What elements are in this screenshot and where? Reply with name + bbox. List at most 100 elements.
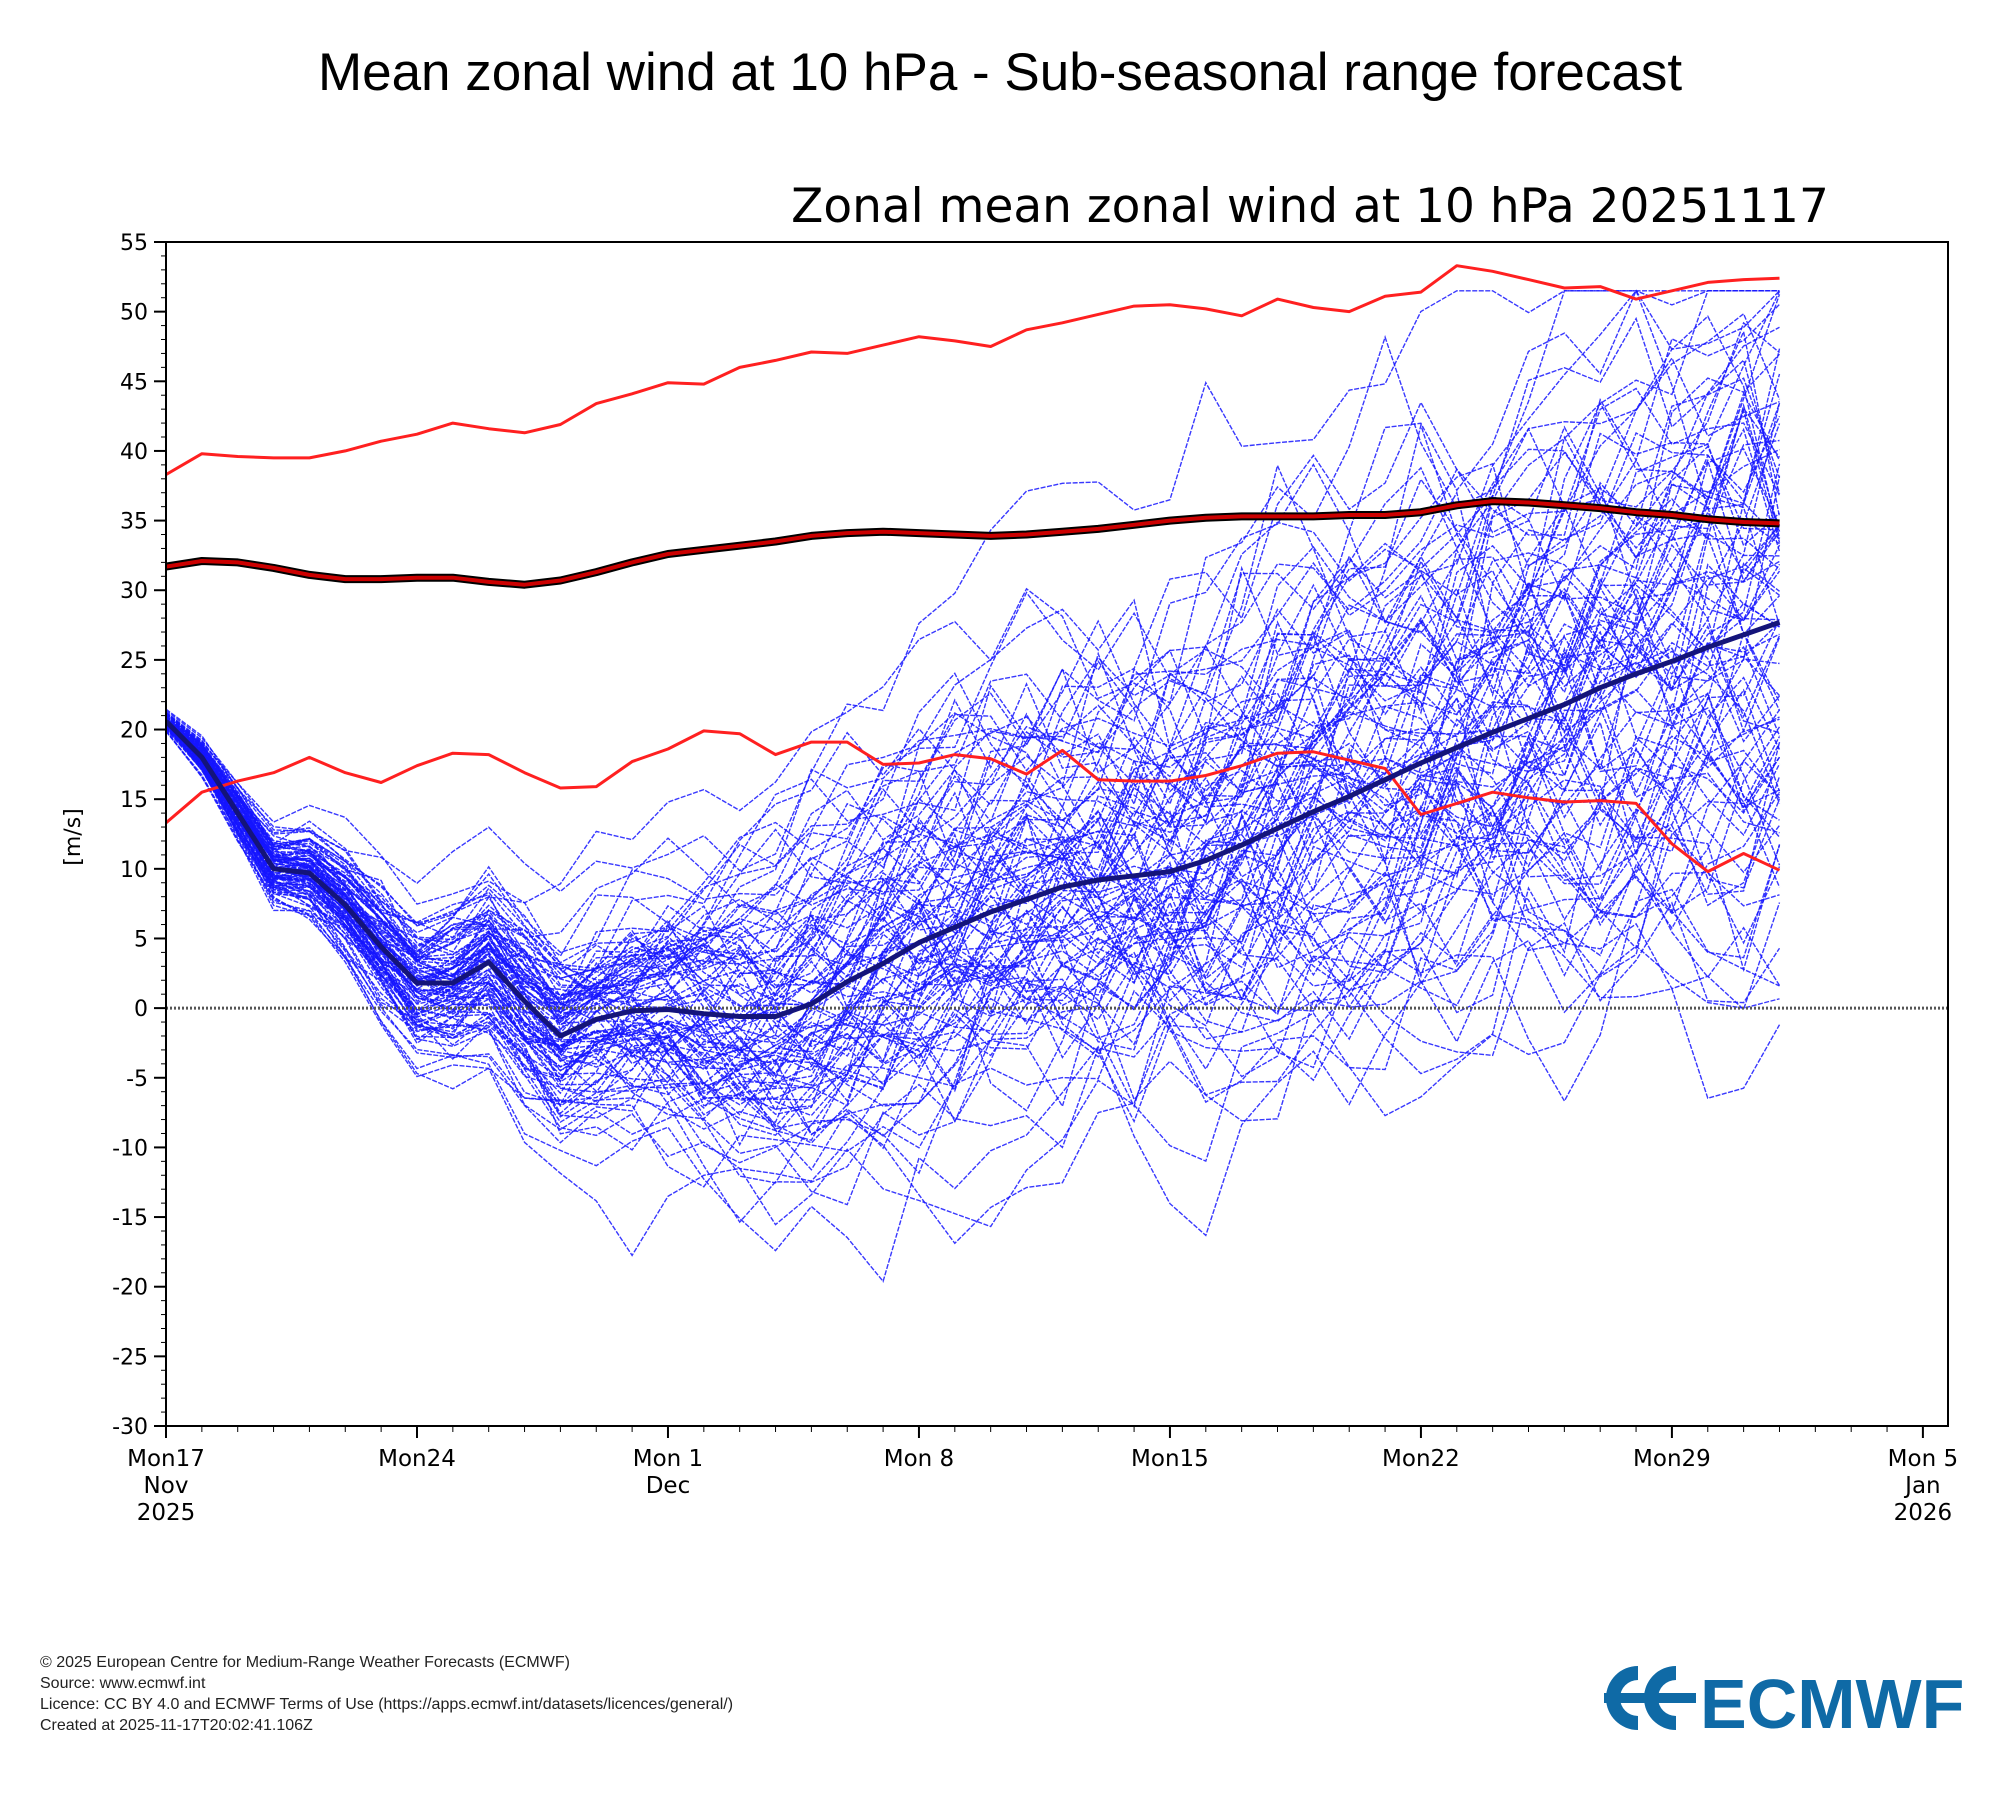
ensemble-member-line bbox=[166, 727, 1781, 1188]
ecmwf-logo-icon bbox=[1604, 1666, 1696, 1730]
x-tick-label: Jan bbox=[1903, 1473, 1940, 1499]
x-tick-label: Mon22 bbox=[1382, 1446, 1460, 1472]
y-tick-label: 15 bbox=[120, 788, 148, 813]
ensemble-member-line bbox=[166, 617, 1780, 1032]
y-tick-label: -15 bbox=[112, 1206, 148, 1231]
ensemble-member-line bbox=[166, 718, 1781, 1106]
ensemble-member-line bbox=[166, 621, 1780, 1046]
x-tick-label: Dec bbox=[646, 1473, 691, 1499]
ensemble-member-line bbox=[166, 290, 1780, 905]
ensemble-member-line bbox=[166, 445, 1780, 1071]
climatology-min-line bbox=[166, 729, 1781, 874]
x-tick-label: Nov bbox=[144, 1473, 189, 1499]
ensemble-member-line bbox=[166, 498, 1780, 989]
footer-copyright: © 2025 European Centre for Medium-Range … bbox=[40, 1654, 570, 1671]
footer: © 2025 European Centre for Medium-Range … bbox=[40, 1652, 733, 1736]
ensemble-member-line bbox=[166, 709, 1781, 1245]
ensemble-member-line bbox=[166, 387, 1781, 1020]
ensemble-member-line bbox=[166, 487, 1780, 1068]
ensemble-member-line bbox=[166, 563, 1780, 1009]
chart-title: Zonal mean zonal wind at 10 hPa 20251117 bbox=[791, 179, 1829, 234]
ensemble-member-line bbox=[166, 402, 1781, 1010]
ensemble-member-line bbox=[166, 730, 1780, 1257]
climatology-mean-line bbox=[166, 499, 1780, 587]
ensemble-member-line bbox=[166, 619, 1781, 1110]
y-tick-label: 35 bbox=[120, 510, 148, 535]
page-title: Mean zonal wind at 10 hPa - Sub-seasonal… bbox=[317, 43, 1683, 102]
y-tick-label: 45 bbox=[120, 370, 148, 395]
ensemble-member-line bbox=[166, 724, 1780, 1116]
y-tick-label: 25 bbox=[120, 649, 148, 674]
ensemble-member-line bbox=[166, 415, 1781, 990]
ensemble-mean-line bbox=[166, 619, 1781, 1039]
x-tick-label: Mon 8 bbox=[884, 1446, 954, 1472]
ensemble-member-line bbox=[166, 731, 1780, 1224]
ensemble-member-line bbox=[166, 377, 1781, 1005]
ensemble-member-line bbox=[166, 658, 1780, 1101]
ensemble-members bbox=[166, 289, 1781, 1283]
x-tick-label: Mon 5 bbox=[1888, 1446, 1958, 1472]
climatology-mean-outline bbox=[166, 497, 1780, 589]
y-tick-label: -5 bbox=[126, 1067, 148, 1092]
ensemble-member-line bbox=[166, 566, 1780, 1026]
ensemble-member-line bbox=[166, 439, 1780, 1059]
y-tick-label: 40 bbox=[120, 440, 148, 465]
ensemble-member-line bbox=[166, 290, 1781, 1004]
footer-created: Created at 2025-11-17T20:02:41.106Z bbox=[40, 1717, 313, 1734]
ensemble-member-line bbox=[166, 290, 1780, 1004]
x-tick-label: Mon24 bbox=[378, 1446, 456, 1472]
ensemble-member-line bbox=[166, 356, 1780, 1015]
ensemble-member-line bbox=[166, 725, 1781, 1110]
ensemble-member-line bbox=[166, 294, 1781, 1020]
ensemble-member-line bbox=[166, 594, 1780, 1083]
ensemble-member-line bbox=[166, 290, 1780, 893]
ensemble-member-line bbox=[166, 518, 1780, 993]
ensemble-member-line bbox=[166, 501, 1780, 1099]
ensemble-member-line bbox=[166, 408, 1781, 958]
y-tick-label: -30 bbox=[112, 1415, 148, 1440]
ensemble-member-line bbox=[166, 326, 1780, 1027]
ensemble-member-line bbox=[166, 289, 1781, 970]
y-tick-label: -20 bbox=[112, 1276, 148, 1301]
ensemble-member-line bbox=[166, 729, 1781, 1144]
ecmwf-logo[interactable]: ECMWF bbox=[1596, 1660, 1976, 1740]
footer-licence: Licence: CC BY 4.0 and ECMWF Terms of Us… bbox=[40, 1696, 734, 1713]
x-tick-label: 2025 bbox=[137, 1500, 196, 1526]
ensemble-member-line bbox=[166, 316, 1781, 997]
ensemble-member-line bbox=[166, 720, 1781, 1044]
x-tick-label: Mon17 bbox=[127, 1446, 205, 1472]
ensemble-member-line bbox=[166, 495, 1781, 1088]
y-axis-label: [m/s] bbox=[61, 808, 86, 865]
ensemble-member-line bbox=[166, 580, 1780, 1006]
ensemble-member-line bbox=[166, 373, 1781, 1012]
zonal-wind-chart: Zonal mean zonal wind at 10 hPa 20251117… bbox=[61, 179, 1958, 1526]
footer-source: Source: www.ecmwf.int bbox=[40, 1675, 206, 1692]
x-tick-label: Mon29 bbox=[1633, 1446, 1711, 1472]
ensemble-member-line bbox=[166, 723, 1781, 1123]
y-tick-label: 10 bbox=[120, 858, 148, 883]
ensemble-member-line bbox=[166, 724, 1780, 1103]
y-tick-label: 5 bbox=[134, 927, 148, 952]
ensemble-member-line bbox=[166, 695, 1781, 1175]
y-tick-label: 55 bbox=[120, 231, 148, 256]
climatology-max-line bbox=[166, 264, 1780, 476]
plot-area bbox=[166, 264, 1948, 1283]
ensemble-member-line bbox=[166, 724, 1781, 1151]
x-tick-label: Mon 1 bbox=[633, 1446, 703, 1472]
y-tick-label: 0 bbox=[134, 997, 148, 1022]
ensemble-member-line bbox=[166, 714, 1781, 1147]
ensemble-member-line bbox=[166, 727, 1781, 1283]
ensemble-member-line bbox=[166, 723, 1781, 1137]
ensemble-member-line bbox=[166, 534, 1781, 1107]
ensemble-member-line bbox=[166, 640, 1780, 1118]
ensemble-member-line bbox=[166, 290, 1780, 1010]
y-tick-label: -25 bbox=[112, 1345, 148, 1370]
y-tick-label: 50 bbox=[120, 301, 148, 326]
y-tick-label: 20 bbox=[120, 719, 148, 744]
y-tick-label: 30 bbox=[120, 579, 148, 604]
y-tick-label: -10 bbox=[112, 1136, 148, 1161]
x-tick-label: 2026 bbox=[1894, 1500, 1953, 1526]
ensemble-member-line bbox=[166, 669, 1781, 1014]
